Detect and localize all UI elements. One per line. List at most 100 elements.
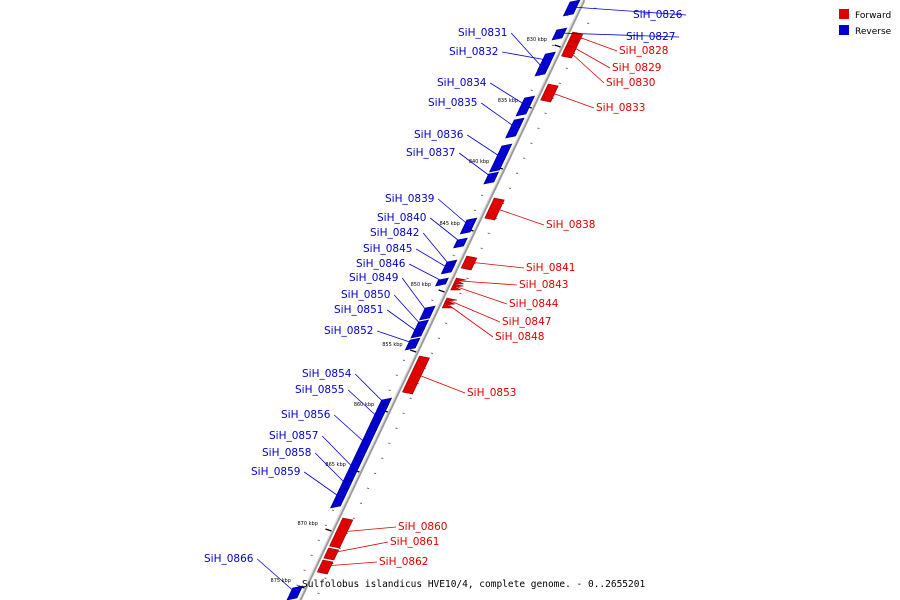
gene-feature-sih_0832[interactable] [537,51,556,71]
gene-label-sih_0827[interactable]: SiH_0827 [626,31,675,43]
leader-line-sih_0838 [494,207,545,226]
gene-label-sih_0862[interactable]: SiH_0862 [379,556,428,568]
gene-feature-sih_0841[interactable] [460,255,478,271]
gene-feature-sih_0845[interactable] [440,263,456,275]
genome-caption: Sulfolobus islandicus HVE10/4, complete … [302,579,645,590]
minor-tick [586,22,590,25]
gene-label-sih_0841[interactable]: SiH_0841 [526,262,575,274]
minor-tick [508,187,512,190]
gene-feature-sih_0840[interactable] [453,237,468,249]
gene-feature-sih_0859[interactable] [329,487,350,509]
leader-line-sih_0852 [377,330,413,344]
scale-tick-label: 835 kbp [498,98,518,104]
gene-label-sih_0860[interactable]: SiH_0860 [398,521,447,533]
minor-tick [324,524,327,527]
leader-line-sih_0831 [510,32,544,69]
minor-tick [452,254,455,257]
gene-label-sih_0838[interactable]: SiH_0838 [546,219,595,231]
gene-feature-sih_0853[interactable] [402,355,430,395]
gene-feature-sih_0837[interactable] [483,171,500,185]
minor-tick [431,299,434,302]
leader-line-sih_0850 [393,294,422,326]
gene-label-sih_0834[interactable]: SiH_0834 [437,77,487,89]
gene-label-sih_0833[interactable]: SiH_0833 [596,102,645,114]
gene-label-sih_0856[interactable]: SiH_0856 [281,409,331,421]
gene-feature-sih_0852[interactable] [404,337,421,351]
gene-feature-sih_0866[interactable] [286,585,304,600]
leader-line-sih_0862 [325,561,378,567]
gene-label-sih_0835[interactable]: SiH_0835 [428,97,477,109]
minor-tick [530,89,533,92]
minor-tick [480,194,484,197]
gene-feature-sih_0835[interactable] [505,117,525,139]
leader-line-sih_0827 [559,32,680,38]
gene-label-sih_0847[interactable]: SiH_0847 [502,316,551,328]
gene-label-sih_0826[interactable]: SiH_0826 [633,9,683,21]
gene-label-sih_0831[interactable]: SiH_0831 [458,27,507,39]
gene-label-sih_0848[interactable]: SiH_0848 [495,331,544,343]
minor-tick [359,502,363,505]
gene-feature-sih_0844[interactable] [450,283,464,291]
gene-label-sih_0866[interactable]: SiH_0866 [204,553,254,565]
gene-label-sih_0854[interactable]: SiH_0854 [302,368,352,380]
scale-tick-label: 855 kbp [382,342,402,348]
leader-line-sih_0847 [450,300,501,323]
gene-label-sih_0840[interactable]: SiH_0840 [377,212,426,224]
minor-tick [310,554,313,557]
gene-feature-sih_0843[interactable] [453,277,467,285]
minor-tick [331,509,335,512]
gene-feature-sih_0851[interactable] [410,327,426,339]
gene-label-sih_0853[interactable]: SiH_0853 [467,387,516,399]
minor-tick [395,374,398,377]
gene-label-sih_0832[interactable]: SiH_0832 [449,46,498,58]
leader-line-sih_0840 [429,217,461,243]
gene-label-sih_0837[interactable]: SiH_0837 [406,147,455,159]
gene-label-sih_0861[interactable]: SiH_0861 [390,536,439,548]
minor-tick [402,359,406,362]
gene-label-sih_0830[interactable]: SiH_0830 [606,77,655,89]
gene-label-sih_0828[interactable]: SiH_0828 [619,45,668,57]
gene-feature-sih_0849[interactable] [418,305,436,321]
legend-forward-swatch [839,9,849,19]
gene-feature-sih_0833[interactable] [540,83,559,103]
leader-line-sih_0857 [321,435,354,469]
minor-tick [537,127,540,130]
gene-label-sih_0850[interactable]: SiH_0850 [341,289,390,301]
leader-line-sih_0832 [502,51,547,61]
gene-label-sih_0859[interactable]: SiH_0859 [251,466,300,478]
gene-label-sih_0843[interactable]: SiH_0843 [519,279,568,291]
gene-label-sih_0851[interactable]: SiH_0851 [334,304,383,316]
gene-feature-sih_0827[interactable] [551,27,568,41]
leader-line-sih_0849 [401,277,428,313]
gene-label-sih_0846[interactable]: SiH_0846 [356,258,406,270]
gene-feature-sih_0861[interactable] [323,547,340,561]
leader-line-sih_0842 [422,232,450,266]
legend: Forward Reverse [839,9,892,37]
leader-line-sih_0846 [409,263,443,282]
gene-label-sih_0855[interactable]: SiH_0855 [295,384,344,396]
gene-feature-sih_0826[interactable] [562,0,581,17]
gene-feature-sih_0860[interactable] [329,517,354,549]
gene-feature-sih_0848[interactable] [441,301,456,309]
gene-feature-sih_0834[interactable] [515,95,536,117]
gene-label-sih_0845[interactable]: SiH_0845 [363,243,412,255]
minor-tick [395,427,398,430]
gene-label-sih_0857[interactable]: SiH_0857 [269,430,318,442]
minor-tick [324,577,327,580]
gene-feature-sih_0846[interactable] [435,277,449,287]
gene-feature-sih_0862[interactable] [316,559,334,575]
gene-label-sih_0829[interactable]: SiH_0829 [612,62,661,74]
gene-label-sih_0839[interactable]: SiH_0839 [385,193,434,205]
gene-label-sih_0858[interactable]: SiH_0858 [262,447,311,459]
gene-label-sih_0836[interactable]: SiH_0836 [414,129,464,141]
leader-line-sih_0837 [458,152,492,178]
gene-feature-sih_0839[interactable] [459,217,478,235]
gene-label-sih_0844[interactable]: SiH_0844 [509,298,559,310]
gene-label-sih_0849[interactable]: SiH_0849 [349,272,398,284]
gene-label-sih_0852[interactable]: SiH_0852 [324,325,373,337]
gene-label-sih_0842[interactable]: SiH_0842 [370,227,419,239]
minor-tick [473,209,477,212]
gene-feature-sih_0838[interactable] [484,197,505,221]
gene-feature-sih_0836[interactable] [489,143,513,173]
